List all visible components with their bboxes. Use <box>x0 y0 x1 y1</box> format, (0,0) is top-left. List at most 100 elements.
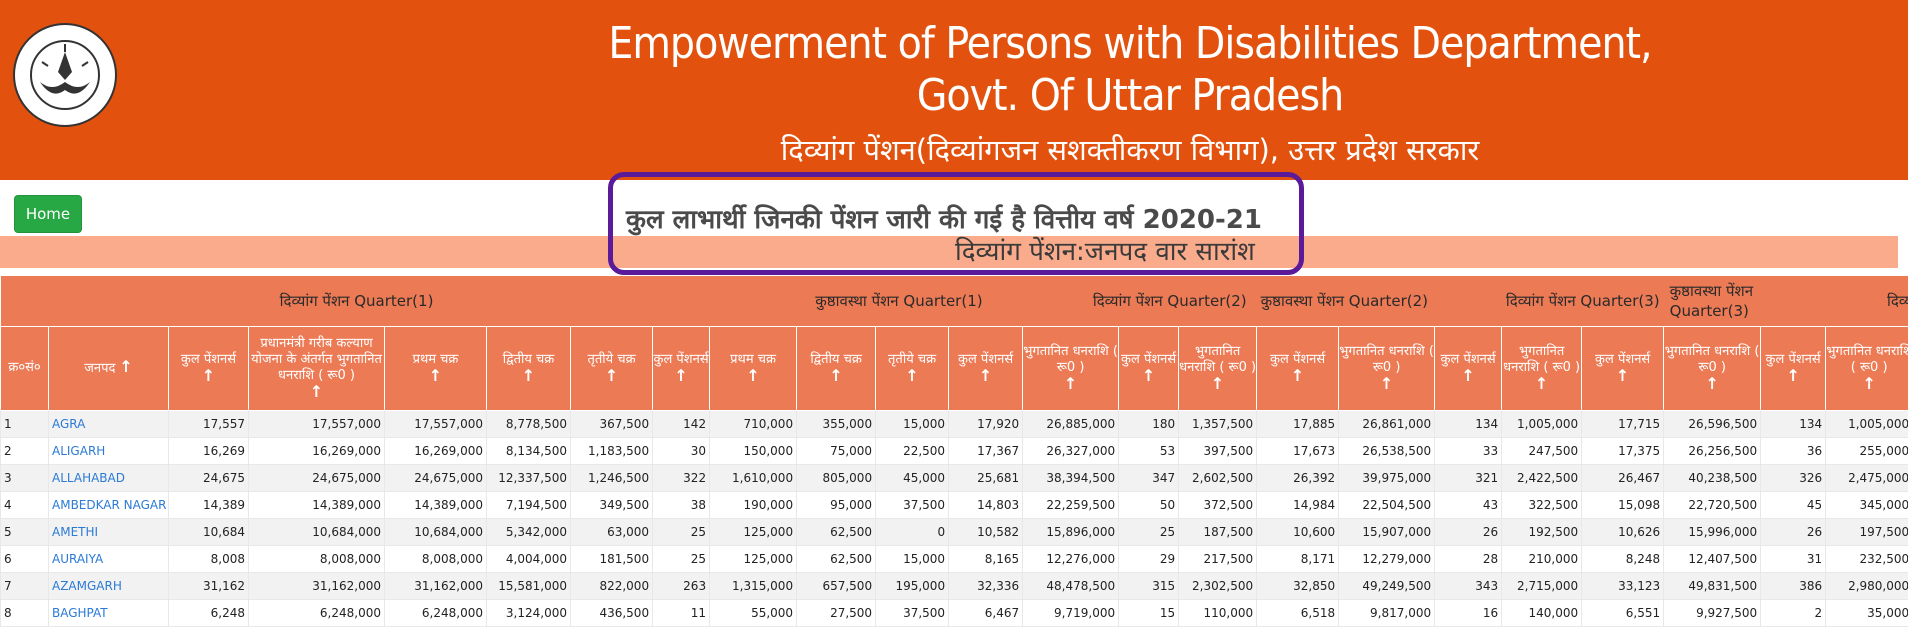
sort-arrow-up-icon[interactable]: ↑ <box>905 366 919 385</box>
table-cell: 134 <box>1434 409 1503 438</box>
table-cell: 125,000 <box>709 544 798 573</box>
home-button[interactable]: Home <box>14 195 82 233</box>
table-cell: 6,248 <box>168 598 249 627</box>
column-header[interactable]: तृतीये चक्र ↑ <box>875 325 950 411</box>
column-header[interactable]: कुल पेंशनर्स ↑ <box>1118 325 1180 411</box>
district-link[interactable]: AGRA <box>48 409 169 438</box>
district-link[interactable]: ALLAHABAD <box>48 463 169 492</box>
table-cell: 31 <box>1760 544 1827 573</box>
table-cell: 326 <box>1760 463 1827 492</box>
table-cell: 321 <box>1434 463 1503 492</box>
table-cell: 9,927,500 <box>1663 598 1762 627</box>
column-header[interactable]: प्रथम चक्र ↑ <box>709 325 798 411</box>
sort-arrow-up-icon[interactable]: ↑ <box>746 366 760 385</box>
column-header[interactable]: प्रधानमंत्री गरीब कल्याण योजना के अंतर्ग… <box>248 325 385 411</box>
sort-arrow-up-icon[interactable]: ↑ <box>674 366 688 385</box>
table-cell: 181,500 <box>569 544 654 573</box>
column-header[interactable]: द्वितीय चक्र ↑ <box>796 325 877 411</box>
summary-table-container[interactable]: दिव्यांग पेंशन Quarter(1) कुष्ठावस्था पे… <box>0 276 1908 629</box>
column-header[interactable]: भुगतानित धनराशि ( रू0 ) ↑ <box>1022 325 1120 411</box>
column-header[interactable]: कुल पेंशनर्स ↑ <box>1760 325 1827 411</box>
sort-arrow-up-icon[interactable]: ↑ <box>1063 374 1078 393</box>
table-body: 1 AGRA 17,557 17,557,000 17,557,000 8,778,500… <box>0 409 1908 627</box>
table-cell: 45,000 <box>875 463 950 492</box>
table-cell: 1,357,500 <box>1178 409 1258 438</box>
sort-arrow-up-icon[interactable]: ↑ <box>1615 366 1630 385</box>
table-cell: 95,000 <box>796 490 877 519</box>
table-cell: 150,000 <box>709 436 798 465</box>
sort-arrow-up-icon[interactable]: ↑ <box>1141 366 1156 385</box>
serial-number-cell: 1 <box>0 409 49 438</box>
table-cell: 30 <box>652 436 711 465</box>
district-summary-table: दिव्यांग पेंशन Quarter(1) कुष्ठावस्था पे… <box>0 276 1908 627</box>
column-header[interactable]: प्रथम चक्र ↑ <box>384 325 487 411</box>
sort-arrow-up-icon[interactable]: ↑ <box>309 382 324 401</box>
district-link[interactable]: ALIGARH <box>48 436 169 465</box>
table-row: 6 AURAIYA 8,008 8,008,000 8,008,000 4,004,000… <box>0 544 1908 573</box>
column-header[interactable]: भुगतानित धनराशि ( रू0 ) ↑ <box>1501 325 1583 411</box>
table-cell: 1,315,000 <box>709 571 798 600</box>
table-row: 5 AMETHI 10,684 10,684,000 10,684,000 5,342,0… <box>0 517 1908 546</box>
toolbar-band <box>0 180 1908 236</box>
table-cell: 24,675,000 <box>248 463 385 492</box>
sort-arrow-up-icon[interactable]: ↑ <box>521 366 536 385</box>
column-header[interactable]: कुल पेंशनर्स ↑ <box>1434 325 1503 411</box>
table-cell: 26,327,000 <box>1022 436 1120 465</box>
table-cell: 9,817,000 <box>1338 598 1436 627</box>
sort-arrow-up-icon[interactable]: ↑ <box>829 366 843 385</box>
table-cell: 27,500 <box>796 598 877 627</box>
column-header[interactable]: भुगतानित धनराशि ( रू0 ) ↑ <box>1338 325 1436 411</box>
column-header-serial: क्र०सं० <box>0 325 49 411</box>
district-link[interactable]: AMETHI <box>48 517 169 546</box>
sort-arrow-up-icon[interactable]: ↑ <box>1534 374 1549 393</box>
column-header-label: भुगतानित धनराशि ( रू0 ) <box>1664 344 1760 375</box>
table-cell: 657,500 <box>796 571 877 600</box>
column-header-district[interactable]: जनपद ↑ <box>48 325 169 411</box>
sort-arrow-up-icon[interactable]: ↑ <box>428 366 443 385</box>
sort-arrow-up-icon[interactable]: ↑ <box>1379 374 1394 393</box>
table-cell: 22,500 <box>875 436 950 465</box>
table-cell: 15,098 <box>1581 490 1665 519</box>
sort-arrow-up-icon[interactable]: ↑ <box>1210 374 1225 393</box>
section-title: दिव्यांग पेंशन:जनपद वार सारांश <box>955 237 1255 267</box>
column-header-label: कुल पेंशनर्स <box>1270 352 1326 367</box>
table-row: 7 AZAMGARH 31,162 31,162,000 31,162,000 15,58… <box>0 571 1908 600</box>
column-header[interactable]: कुल पेंशनर्स ↑ <box>1256 325 1340 411</box>
column-header[interactable]: द्वितीय चक्र ↑ <box>486 325 571 411</box>
table-cell: 134 <box>1760 409 1827 438</box>
group-header: कुष्ठावस्था पेंशन Quarter(2) <box>1256 276 1435 326</box>
sort-arrow-up-icon[interactable]: ↑ <box>1290 366 1305 385</box>
table-cell: 35,000 <box>1825 598 1908 627</box>
column-header[interactable]: कुल पेंशनर्स ↑ <box>168 325 249 411</box>
column-header[interactable]: कुल पेंशनर्स ↑ <box>1581 325 1665 411</box>
column-header[interactable]: भुगतानित धनराशि ( रू0 ) ↑ <box>1663 325 1762 411</box>
sort-arrow-up-icon[interactable]: ↑ <box>119 357 133 376</box>
district-link[interactable]: AZAMGARH <box>48 571 169 600</box>
table-cell: 9,719,000 <box>1022 598 1120 627</box>
sort-arrow-up-icon[interactable]: ↑ <box>604 366 619 385</box>
sort-arrow-up-icon[interactable]: ↑ <box>978 366 993 385</box>
table-cell: 197,500 <box>1825 517 1908 546</box>
table-cell: 55,000 <box>709 598 798 627</box>
district-link[interactable]: BAGHPAT <box>48 598 169 627</box>
sort-arrow-up-icon[interactable]: ↑ <box>201 366 216 385</box>
column-header[interactable]: कुल पेंशनर्स ↑ <box>948 325 1024 411</box>
table-cell: 2,715,000 <box>1501 571 1583 600</box>
district-link[interactable]: AMBEDKAR NAGAR <box>48 490 169 519</box>
sort-arrow-up-icon[interactable]: ↑ <box>1705 374 1719 393</box>
column-header[interactable]: कुल पेंशनर्स ↑ <box>652 325 711 411</box>
sort-arrow-up-icon[interactable]: ↑ <box>1862 374 1876 393</box>
district-link[interactable]: AURAIYA <box>48 544 169 573</box>
column-header-label: द्वितीय चक्र <box>810 352 862 367</box>
department-title: Empowerment of Persons with Disabilities… <box>580 18 1680 122</box>
column-header[interactable]: भुगतानित धनराशि ( रू0 ) ↑ <box>1825 325 1908 411</box>
column-header[interactable]: तृतीये चक्र ↑ <box>569 325 654 411</box>
table-cell: 110,000 <box>1178 598 1258 627</box>
sort-arrow-up-icon[interactable]: ↑ <box>1786 366 1800 385</box>
sort-arrow-up-icon[interactable]: ↑ <box>1461 366 1475 385</box>
column-header[interactable]: भुगतानित धनराशि ( रू0 ) ↑ <box>1178 325 1258 411</box>
table-cell: 14,389 <box>168 490 249 519</box>
table-row: 3 ALLAHABAD 24,675 24,675,000 24,675,000 12,3… <box>0 463 1908 492</box>
table-cell: 345,000 <box>1825 490 1908 519</box>
table-cell: 2,475,000 <box>1825 463 1908 492</box>
